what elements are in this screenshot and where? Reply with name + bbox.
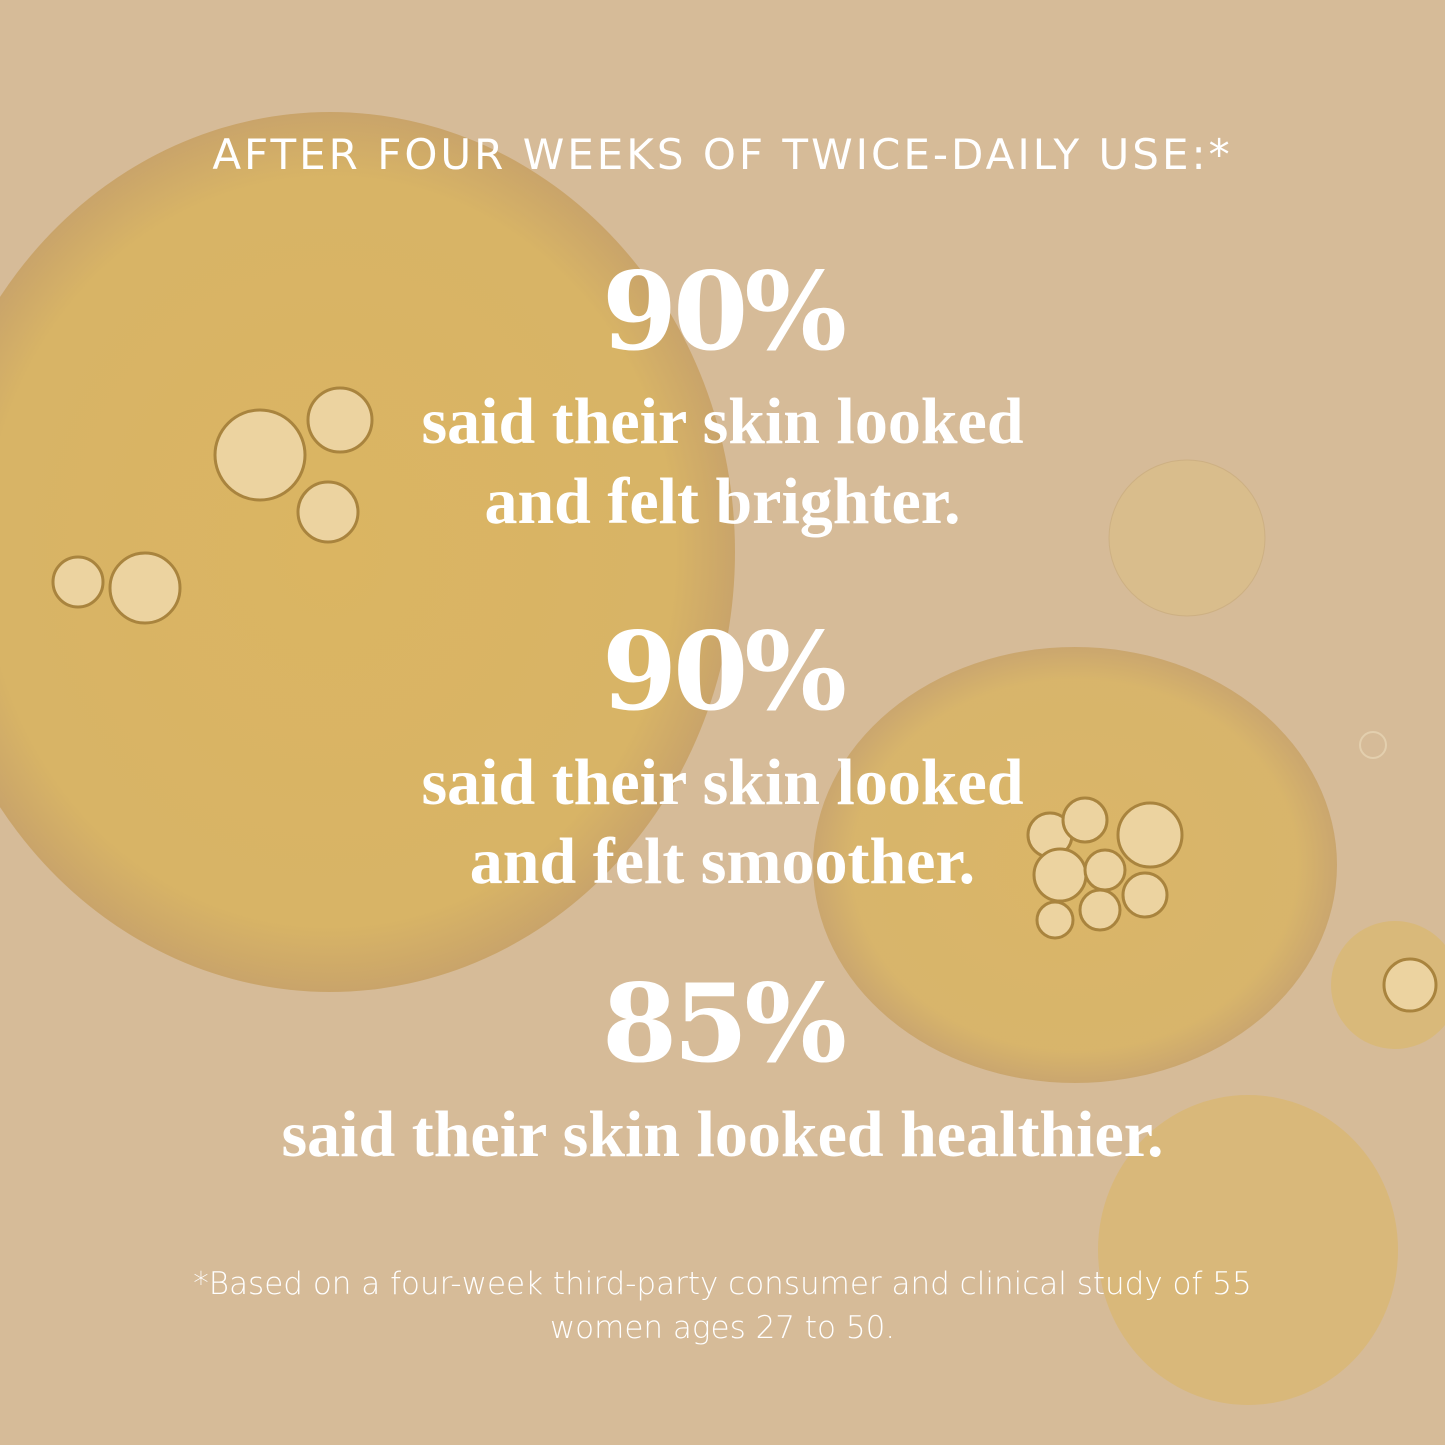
stat-text-smoother-line2: and felt smoother. xyxy=(469,825,976,898)
stat-text-brighter-line2: and felt brighter. xyxy=(484,465,961,538)
footnote-line2: women ages 27 to 50. xyxy=(549,1310,896,1346)
oil-droplet xyxy=(1359,731,1387,759)
oil-droplet xyxy=(1098,1095,1398,1405)
stat-percent-smoother: 90% xyxy=(602,609,847,735)
stat-percent-brighter: 90% xyxy=(602,249,847,375)
oil-droplet-large xyxy=(0,112,735,992)
stat-percent-healthier: 85% xyxy=(602,961,847,1087)
bubble-cluster xyxy=(51,386,1438,1013)
stat-text-brighter-line1: said their skin looked xyxy=(421,385,1024,458)
stat-text-healthier: said their skin looked healthier. xyxy=(281,1098,1164,1171)
footnote: *Based on a four-week third-party consum… xyxy=(0,1262,1445,1350)
header: AFTER FOUR WEEKS OF TWICE-DAILY USE:* xyxy=(212,130,1233,179)
oil-droplet xyxy=(1108,459,1266,617)
stat-text-smoother-line1: said their skin looked xyxy=(421,746,1024,819)
footnote-line1: *Based on a four-week third-party consum… xyxy=(193,1266,1252,1302)
